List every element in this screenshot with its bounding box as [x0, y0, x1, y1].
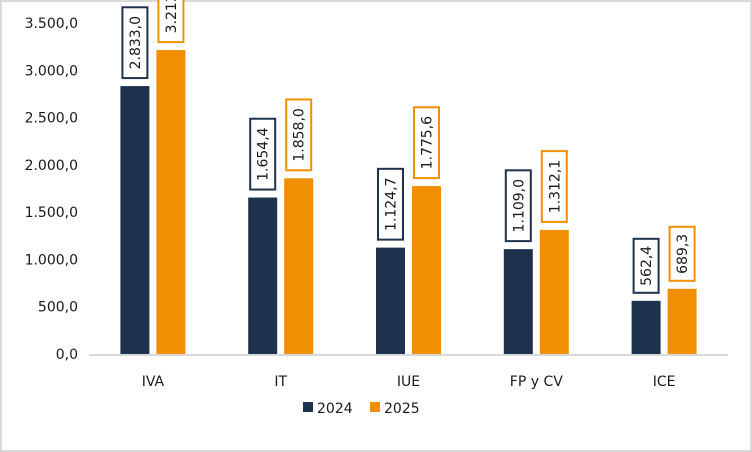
y-tick-label: 1.500,0	[25, 205, 78, 221]
legend-label-2024: 2024	[317, 401, 353, 417]
data-label-box	[249, 117, 277, 191]
bar-2025-iva	[156, 50, 186, 354]
x-tick-label: FP y CV	[510, 374, 563, 390]
y-tick-label: 2.500,0	[25, 111, 78, 127]
data-label-box	[377, 167, 404, 241]
data-label-box	[285, 98, 313, 172]
bar-2024-iva	[120, 86, 150, 355]
data-label-box	[540, 150, 568, 223]
y-tick-label: 3.500,0	[25, 16, 78, 32]
data-label-box	[632, 237, 660, 294]
legend-label-2025: 2025	[384, 401, 420, 417]
data-label: 1.654,4	[256, 127, 272, 181]
data-label: 3.213,8	[164, 0, 180, 33]
y-tick-label: 500,0	[38, 300, 78, 316]
legend-swatch-2024	[303, 402, 313, 412]
x-tick-label: IUE	[397, 374, 420, 390]
y-tick-label: 3.000,0	[25, 63, 78, 79]
data-label-box	[413, 106, 440, 180]
data-label: 1.124,7	[384, 178, 400, 231]
data-label: 1.312,1	[547, 160, 563, 213]
data-label-box	[668, 225, 696, 282]
data-label: 1.775,6	[420, 116, 436, 170]
bar-2024-ice	[631, 300, 661, 354]
bar-2025-iue	[412, 186, 441, 354]
legend-swatch-2025	[370, 402, 380, 412]
x-axis-labels: IVA IT IUE FP y CV ICE	[142, 374, 676, 390]
data-label: 562,4	[639, 246, 655, 286]
bar-2025-ice	[667, 288, 697, 354]
data-label: 2.833,0	[128, 16, 144, 69]
bars: 2.833,0 3.213,8 1.654,4 1.858,0 1.124,7 1.775…	[120, 0, 697, 355]
bar-2025-it	[284, 178, 314, 354]
data-label-box	[121, 6, 149, 80]
data-label: 1.109,0	[511, 179, 527, 232]
y-tick-label: 1.000,0	[25, 252, 78, 268]
bar-2024-iue	[376, 247, 405, 354]
bar-2024-it	[248, 197, 278, 354]
data-label: 689,3	[675, 234, 691, 274]
y-tick-label: 2.000,0	[25, 158, 78, 174]
x-tick-label: IVA	[142, 374, 165, 390]
legend: 2024 2025	[303, 401, 420, 417]
bar-2024-fp-y-cv	[503, 249, 533, 354]
data-label: 1.858,0	[292, 108, 308, 161]
bar-2025-fp-y-cv	[539, 229, 569, 354]
data-label-box	[157, 0, 185, 44]
x-tick-label: ICE	[653, 374, 676, 390]
y-axis: 0,0 500,0 1.000,0 1.500,0 2.000,0 2.500,0 3.00…	[25, 16, 78, 363]
x-tick-label: IT	[274, 374, 287, 390]
y-tick-label: 0,0	[56, 347, 78, 363]
data-label-box	[504, 169, 532, 243]
